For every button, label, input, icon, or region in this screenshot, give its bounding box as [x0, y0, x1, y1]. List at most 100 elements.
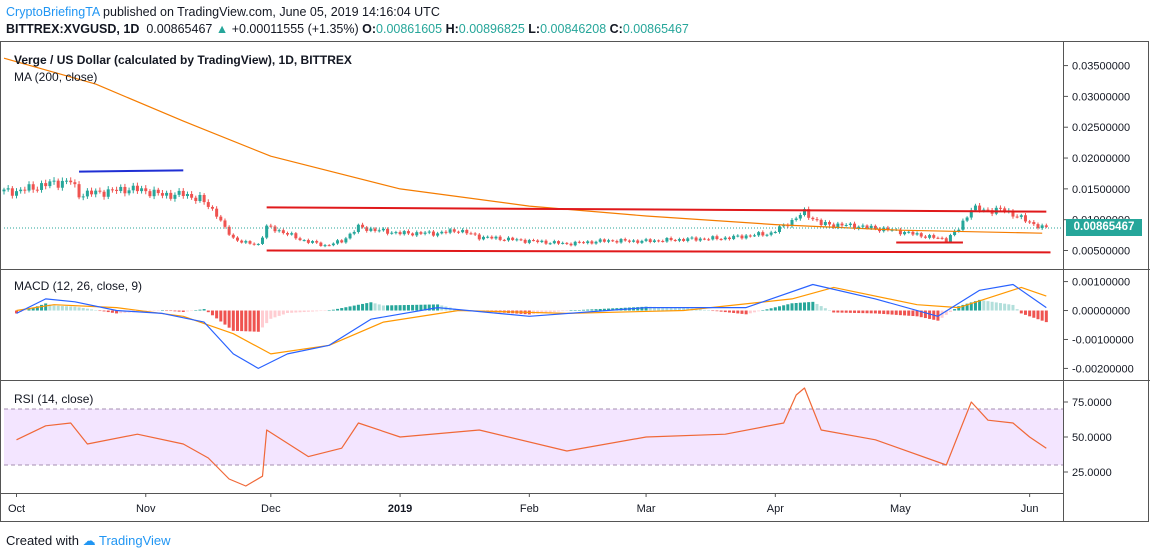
candle-body — [185, 194, 189, 197]
macd-histogram-bar — [1011, 304, 1015, 311]
candle-body — [90, 190, 94, 195]
candle-body — [290, 233, 294, 235]
candle-body — [886, 227, 890, 230]
symbol-label: BITTREX:XVGUSD, 1D — [6, 22, 140, 36]
candle-body — [240, 240, 244, 243]
candle-body — [582, 242, 586, 244]
candle-body — [765, 234, 769, 236]
macd-histogram-bar — [857, 310, 861, 314]
candle-body — [361, 224, 365, 228]
macd-histogram-bar — [982, 300, 986, 311]
macd-histogram-bar — [994, 302, 998, 311]
candle-body — [44, 183, 48, 187]
candle-body — [686, 238, 690, 241]
candle-body — [748, 235, 752, 237]
macd-histogram-bar — [327, 310, 331, 312]
macd-histogram-bar — [777, 306, 781, 311]
macd-histogram-bar — [998, 303, 1002, 311]
macd-histogram-bar — [85, 308, 89, 311]
candle-body — [452, 229, 456, 232]
low-label: L: — [528, 22, 541, 36]
macd-histogram-bar — [673, 307, 677, 311]
chart-canvas[interactable]: 0.03500000 0.03000000 0.02500000 0.02000000… — [0, 40, 1150, 525]
candle-body — [115, 189, 119, 191]
macd-histogram-bar — [60, 306, 64, 311]
macd-histogram-bar — [698, 309, 702, 311]
last-price: 0.00865467 — [146, 22, 213, 36]
candle-body — [390, 232, 394, 234]
candle-body — [48, 181, 52, 187]
candle-body — [823, 221, 827, 226]
price-axis-tick-label: 0.01500000 — [1072, 184, 1130, 196]
candle-body — [456, 231, 460, 233]
candle-body — [590, 241, 594, 244]
candle-body — [60, 180, 64, 188]
tradingview-brand[interactable]: TradingView — [99, 533, 171, 548]
candle-body — [1019, 215, 1023, 217]
macd-histogram-bar — [686, 308, 690, 311]
macd-histogram-bar — [965, 303, 969, 311]
author-link[interactable]: CryptoBriefingTA — [6, 5, 100, 19]
macd-histogram-bar — [240, 310, 244, 332]
macd-histogram-bar — [73, 306, 77, 311]
macd-axis-tick-label: -0.00100000 — [1072, 334, 1134, 346]
up-arrow-icon: ▲ — [215, 22, 229, 36]
macd-histogram-bar — [286, 310, 290, 314]
time-axis-tick-label: Jun — [1021, 503, 1039, 515]
candle-body — [869, 225, 873, 229]
created-with-text: Created with — [6, 533, 79, 548]
candle-body — [394, 232, 398, 234]
candle-body — [40, 183, 44, 190]
macd-histogram-bar — [794, 303, 798, 311]
candle-body — [498, 236, 502, 240]
macd-histogram-bar — [607, 308, 611, 311]
macd-histogram-bar — [757, 310, 761, 312]
candle-body — [998, 207, 1002, 209]
candle-body — [736, 235, 740, 237]
time-axis-tick-label: Dec — [261, 503, 281, 515]
candle-body — [853, 223, 857, 229]
macd-histogram-bar — [1040, 310, 1044, 321]
macd-line — [16, 283, 1047, 369]
candle-body — [69, 180, 73, 183]
macd-histogram-bar — [773, 307, 777, 311]
macd-histogram-bar — [903, 310, 907, 316]
candle-body — [957, 229, 961, 232]
macd-histogram-bar — [807, 302, 811, 311]
candle-body — [615, 241, 619, 243]
macd-histogram-bar — [907, 310, 911, 316]
macd-histogram-bar — [173, 310, 177, 312]
macd-histogram-bar — [1044, 310, 1048, 323]
candle-body — [127, 190, 131, 194]
candle-body — [936, 237, 940, 239]
candle-body — [844, 224, 848, 226]
time-axis-tick-label: May — [890, 503, 911, 515]
macd-histogram-bar — [52, 305, 56, 311]
time-axis-tick-label: 2019 — [388, 503, 412, 515]
macd-histogram-bar — [594, 309, 598, 311]
candle-body — [135, 185, 139, 192]
macd-histogram-bar — [719, 310, 723, 312]
candle-body — [532, 240, 535, 242]
macd-histogram-bar — [352, 305, 356, 311]
candle-body — [481, 236, 485, 240]
macd-histogram-bar — [544, 310, 548, 313]
candle-body — [878, 229, 882, 232]
candle-body — [903, 232, 907, 235]
rsi-line — [16, 387, 1047, 487]
macd-histogram-bar — [406, 304, 410, 311]
macd-histogram-bar — [265, 310, 269, 324]
macd-histogram-bar — [1019, 310, 1023, 314]
candle-body — [744, 235, 748, 239]
candle-body — [81, 196, 85, 198]
macd-histogram-bar — [315, 310, 319, 312]
candle-body — [707, 239, 711, 241]
macd-histogram-bar — [886, 310, 890, 315]
candle-body — [215, 208, 219, 217]
candle-body — [194, 197, 198, 202]
macd-histogram-bar — [194, 310, 198, 311]
candle-body — [198, 194, 202, 202]
candle-body — [110, 189, 114, 191]
macd-histogram-bar — [761, 310, 765, 311]
macd-histogram-bar — [323, 310, 327, 312]
